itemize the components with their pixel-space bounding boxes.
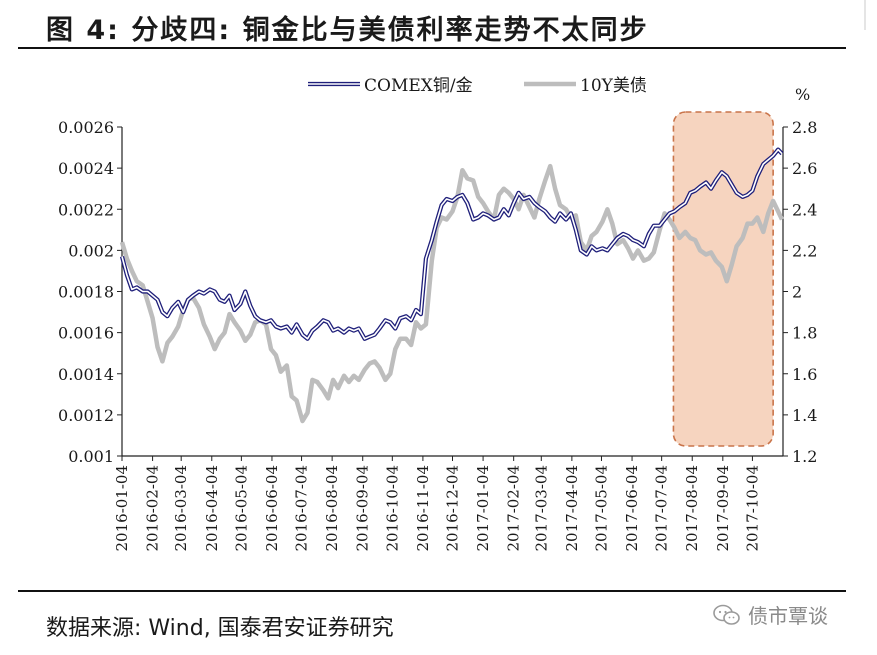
x-tick-label: 2016-02-04 xyxy=(144,465,162,551)
left-tick-label: 0.0026 xyxy=(58,118,114,137)
series-line xyxy=(119,163,785,424)
x-tick-label: 2017-05-04 xyxy=(592,465,610,551)
source-rule xyxy=(18,590,846,592)
right-tick-label: 2.4 xyxy=(792,200,817,219)
right-tick-label: 1.6 xyxy=(792,365,817,384)
right-tick-label: 1.4 xyxy=(792,406,817,425)
series-layer xyxy=(119,147,785,424)
source-note: 数据来源: Wind, 国泰君安证券研究 xyxy=(46,616,394,641)
wechat-icon xyxy=(713,604,740,625)
x-tick-label: 2017-03-04 xyxy=(532,465,550,551)
x-tick-label: 2016-07-04 xyxy=(293,465,311,551)
highlight-region-layer xyxy=(672,111,774,447)
series-us-10y-yield xyxy=(119,163,785,424)
watermark-label: 债市覃谈 xyxy=(748,604,828,628)
left-tick-label: 0.0014 xyxy=(58,365,114,384)
x-tick-label: 2016-04-04 xyxy=(203,465,221,551)
left-tick-label: 0.001 xyxy=(68,447,114,466)
series-line-inner xyxy=(121,148,783,340)
right-tick-label: 1.2 xyxy=(792,447,817,466)
x-tick-label: 2016-09-04 xyxy=(354,465,372,551)
left-tick-label: 0.002 xyxy=(68,241,114,260)
legend-label-copper-gold: COMEX铜/金 xyxy=(364,76,473,96)
left-tick-label: 0.0018 xyxy=(58,283,114,302)
axes-layer xyxy=(117,126,788,461)
left-tick-label: 0.0012 xyxy=(58,406,114,425)
figure-title: 图 4: 分歧四: 铜金比与美债利率走势不太同步 xyxy=(46,15,649,46)
right-tick-label: 2 xyxy=(792,283,802,302)
legend: COMEX铜/金 10Y美债 xyxy=(308,76,647,96)
left-tick-label: 0.0024 xyxy=(58,159,114,178)
x-tick-label: 2017-07-04 xyxy=(653,465,671,551)
x-tick-label: 2017-09-04 xyxy=(714,465,732,551)
x-tick-label: 2016-12-04 xyxy=(444,465,462,551)
legend-label-us-10y: 10Y美债 xyxy=(580,76,647,96)
x-tick-label: 2016-01-04 xyxy=(113,465,131,551)
x-tick-label: 2016-03-04 xyxy=(172,465,190,551)
tick-labels-layer: 0.001 0.0012 0.0014 0.0016 0.0018 0.002 0.0022… xyxy=(58,85,817,551)
right-tick-label: 1.8 xyxy=(792,324,817,343)
chart-area: COMEX铜/金 10Y美债 0.0010.00120.00140.00160.0… xyxy=(58,76,817,551)
right-tick-label: 2.8 xyxy=(792,118,817,137)
x-tick-label: 2017-08-04 xyxy=(683,465,701,551)
x-tick-label: 2016-10-04 xyxy=(383,465,401,551)
x-tick-label: 2017-06-04 xyxy=(623,465,641,551)
title-rule xyxy=(18,47,846,49)
x-tick-label: 2016-06-04 xyxy=(263,465,281,551)
right-tick-label: 2.2 xyxy=(792,241,817,260)
x-tick-label: 2017-02-04 xyxy=(505,465,523,551)
x-tick-label: 2016-08-04 xyxy=(323,465,341,551)
x-tick-label: 2016-05-04 xyxy=(232,465,250,551)
highlight-region xyxy=(672,111,774,447)
right-axis-unit: % xyxy=(795,85,810,104)
x-tick-label: 2017-04-04 xyxy=(563,465,581,551)
right-tick-label: 2.6 xyxy=(792,159,817,178)
left-tick-label: 0.0016 xyxy=(58,324,114,343)
corner-divider xyxy=(864,0,866,30)
x-tick-label: 2017-10-04 xyxy=(743,465,761,551)
x-tick-label: 2016-11-04 xyxy=(414,465,432,551)
watermark: 债市覃谈 xyxy=(712,600,828,629)
series-copper-gold-ratio xyxy=(119,147,784,341)
x-tick-label: 2017-01-04 xyxy=(474,465,492,551)
left-tick-label: 0.0022 xyxy=(58,200,114,219)
